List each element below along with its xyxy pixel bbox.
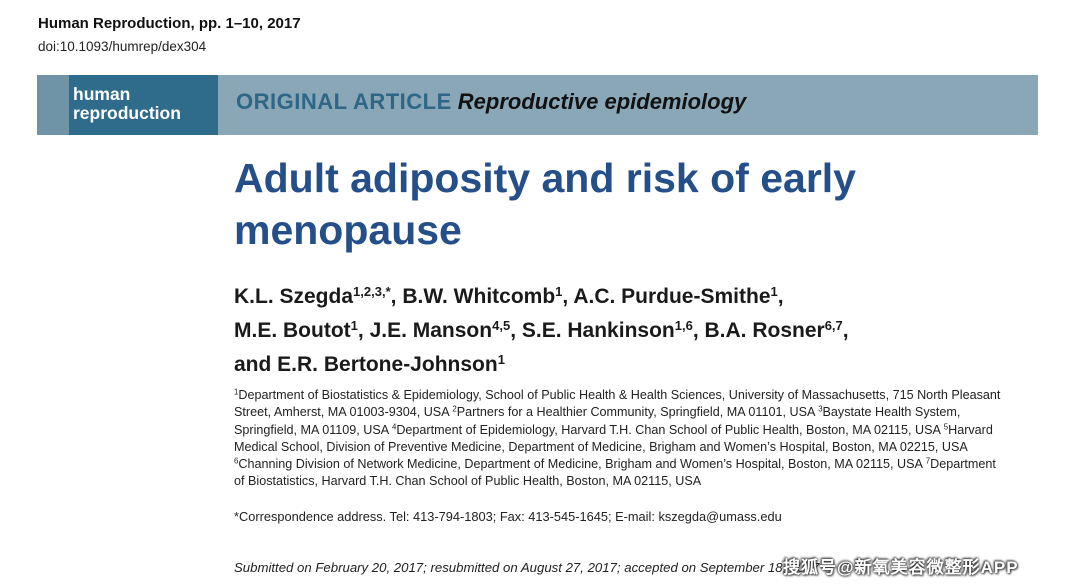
affiliation-text: Harvard (948, 422, 993, 437)
article-banner: human reproduction ORIGINAL ARTICLE Repro… (37, 75, 1038, 135)
correspondence-address: *Correspondence address. Tel: 413-794-18… (234, 509, 782, 524)
author-affiliation-sup: 1 (497, 351, 505, 367)
affiliation-sup: 4 (391, 422, 397, 432)
affiliation-text: Baystate Health System, (822, 405, 961, 420)
title-line-2: menopause (234, 207, 462, 253)
title-line-1: Adult adiposity and risk of early (234, 155, 856, 201)
author-name[interactable]: A.C. Purdue-Smithe (573, 285, 771, 308)
affiliation-sup: 7 (925, 456, 931, 466)
affiliation-text: Department of Biostatistics & Epidemiolo… (238, 388, 1001, 402)
affiliation-text: Street, Amherst, MA 01003-9304, USA (234, 405, 453, 420)
author-separator: , (357, 319, 370, 342)
author-affiliation-sup: 1 (770, 283, 778, 299)
author-separator: , (390, 285, 403, 308)
author-separator: , (842, 319, 849, 342)
affiliation-text: Partners for a Healthier Community, Spri… (456, 405, 819, 420)
submission-dates: Submitted on February 20, 2017; resubmit… (234, 560, 820, 575)
author-name[interactable]: B.A. Rosner (704, 319, 825, 342)
author-name[interactable]: S.E. Hankinson (521, 319, 675, 342)
author-affiliation-sup: 1 (350, 317, 358, 333)
author-affiliation-sup: 4,5 (492, 317, 511, 333)
affiliation-text: of Biostatistics, Harvard T.H. Chan Scho… (234, 474, 702, 489)
author-affiliation-sup: 6,7 (824, 317, 843, 333)
journal-logo: human reproduction (69, 75, 218, 135)
logo-line-2: reproduction (73, 103, 181, 123)
affiliation-sup: 5 (943, 422, 949, 432)
author-name[interactable]: J.E. Manson (369, 319, 493, 342)
author-name[interactable]: K.L. Szegda (234, 285, 354, 308)
article-kind: ORIGINAL ARTICLE (236, 89, 452, 114)
article-type: ORIGINAL ARTICLE Reproductive epidemiolog… (236, 89, 746, 115)
author-name[interactable]: M.E. Boutot (234, 319, 351, 342)
page-title: Adult adiposity and risk of early menopa… (234, 152, 994, 256)
author-separator: , (777, 285, 784, 308)
author-name[interactable]: and E.R. Bertone-Johnson (234, 353, 498, 376)
author-affiliation-sup: 1 (555, 283, 563, 299)
affiliation-text: Medical School, Division of Preventive M… (234, 439, 968, 454)
affiliation-sup: 3 (818, 405, 823, 415)
affiliation-text: Department (930, 457, 996, 472)
affiliation-text: Springfield, MA 01109, USA (234, 422, 392, 437)
author-name[interactable]: B.W. Whitcomb (402, 285, 556, 308)
journal-logo-text: human reproduction (73, 85, 181, 123)
affiliations: 1Department of Biostatistics & Epidemiol… (234, 387, 1044, 491)
affiliation-sup: 1 (234, 387, 239, 397)
author-list: K.L. Szegda1,2,3,*, B.W. Whitcomb1, A.C.… (234, 280, 1034, 382)
author-separator: , (562, 285, 574, 308)
banner-accent (37, 75, 69, 135)
affiliation-sup: 6 (234, 456, 239, 466)
doi-link[interactable]: doi:10.1093/humrep/dex304 (38, 39, 207, 54)
author-affiliation-sup: 1,6 (674, 317, 693, 333)
author-separator: , (692, 319, 705, 342)
logo-line-1: human (73, 84, 131, 104)
article-subject: Reproductive epidemiology (457, 89, 747, 114)
affiliation-text: Channing Division of Network Medicine, D… (238, 457, 926, 472)
author-separator: , (510, 319, 522, 342)
author-affiliation-sup: 1,2,3,* (353, 283, 391, 299)
watermark: 搜狐号@新氧美容微整形APP (783, 558, 1019, 577)
affiliation-text: Department of Epidemiology, Harvard T.H.… (396, 422, 944, 437)
journal-citation: Human Reproduction, pp. 1–10, 2017 (38, 15, 301, 32)
affiliation-sup: 2 (452, 405, 457, 415)
